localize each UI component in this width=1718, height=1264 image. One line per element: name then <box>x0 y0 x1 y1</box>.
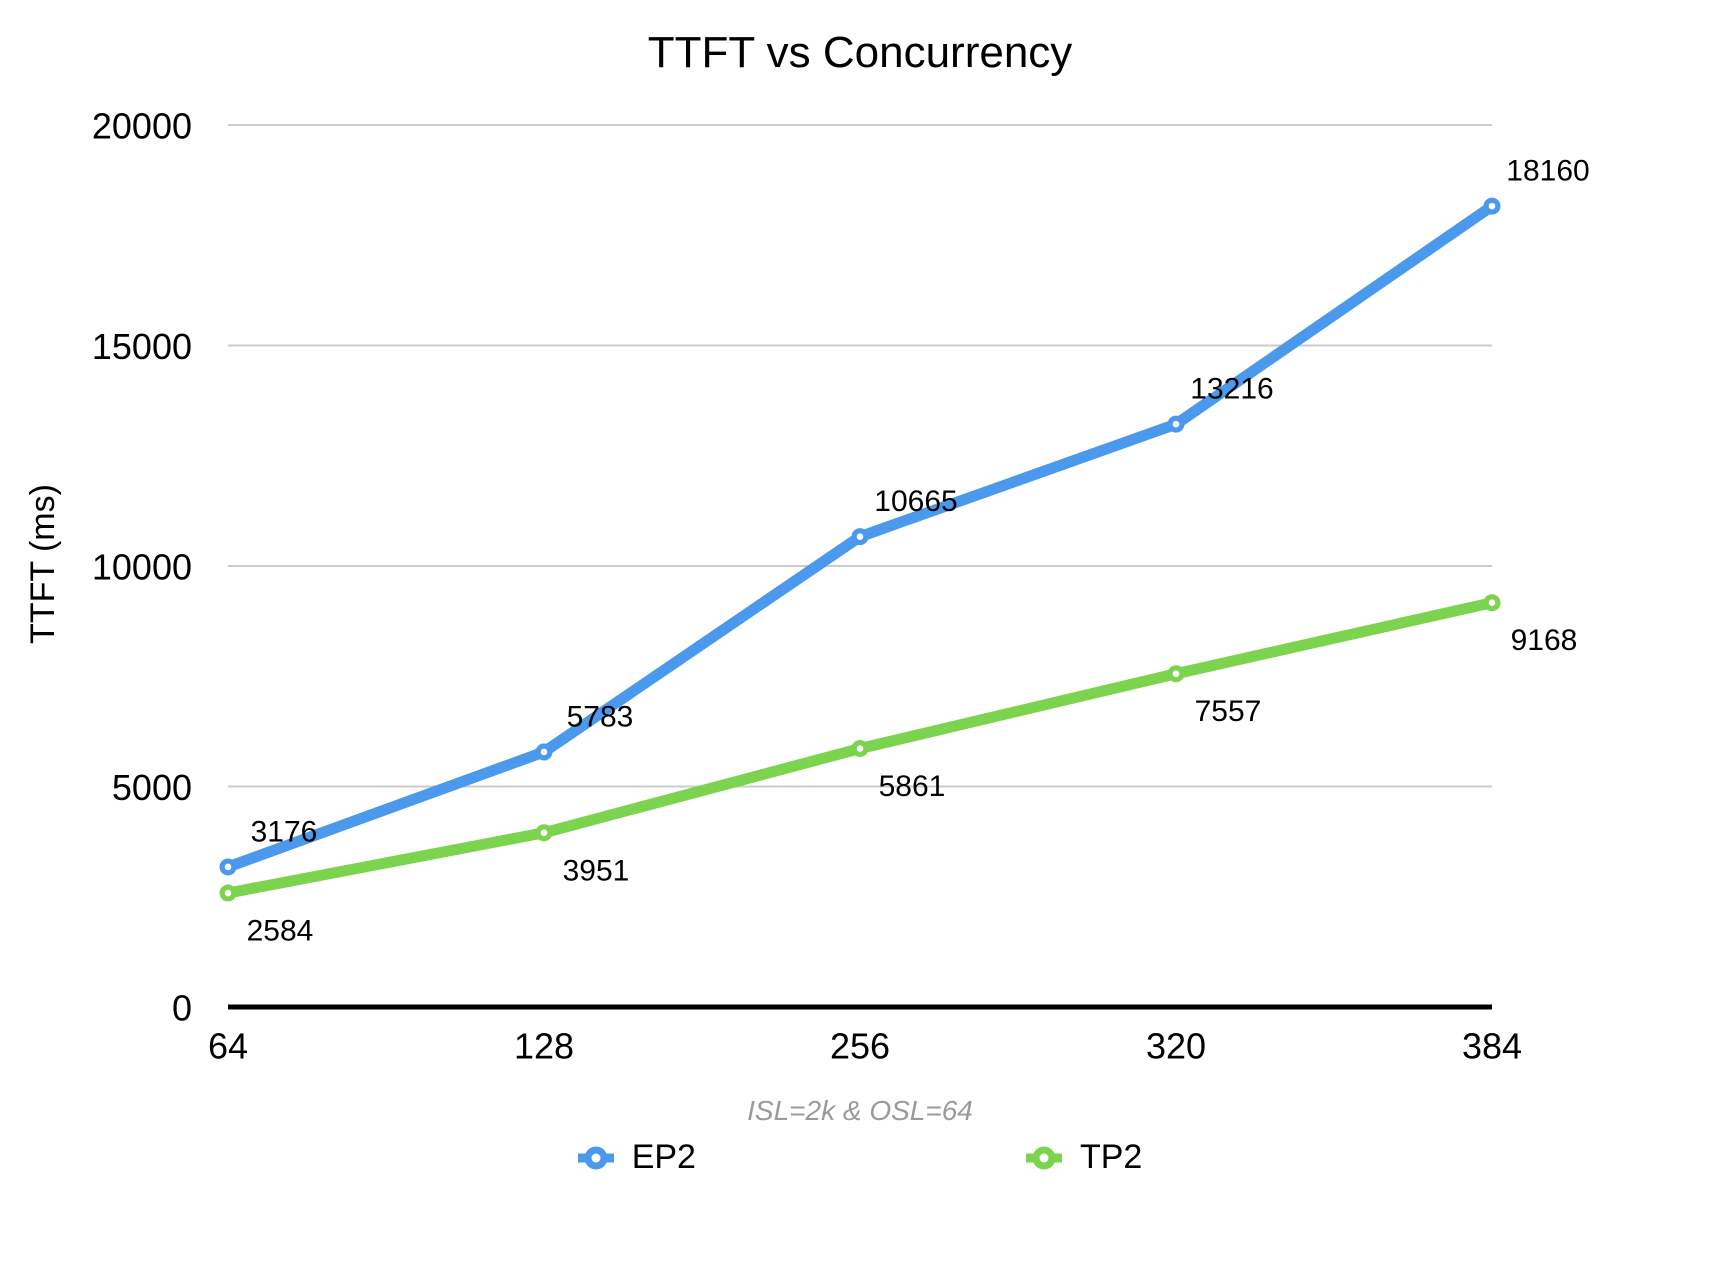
data-point-marker-hole <box>224 863 232 871</box>
x-tick-label: 320 <box>1146 1026 1206 1067</box>
data-point-marker-hole <box>1172 420 1180 428</box>
data-label-tp2: 3951 <box>563 854 630 887</box>
data-label-ep2: 3176 <box>251 815 318 848</box>
data-point-marker-hole <box>1488 202 1496 210</box>
data-label-tp2: 7557 <box>1195 695 1262 728</box>
data-point-marker-hole <box>1488 599 1496 606</box>
data-label-ep2: 10665 <box>874 485 957 518</box>
legend-item-tp2: TP2 <box>1025 1138 1143 1177</box>
legend-label-ep2: EP2 <box>631 1138 696 1176</box>
data-label-tp2: 2584 <box>247 915 314 948</box>
data-point-marker-hole <box>540 748 548 756</box>
ep2-series-marker-icon <box>577 1146 614 1169</box>
chart-title: TTFT vs Concurrency <box>647 28 1073 77</box>
legend-item-ep2: EP2 <box>577 1138 696 1177</box>
data-label-ep2: 13216 <box>1190 373 1273 406</box>
data-point-marker-hole <box>856 745 864 752</box>
y-tick-label: 10000 <box>92 547 192 588</box>
data-label-tp2: 9168 <box>1511 624 1578 657</box>
y-tick-label: 5000 <box>112 767 192 808</box>
data-point-marker-hole <box>540 829 548 837</box>
data-point-marker-hole <box>224 889 232 897</box>
tp2-series-marker-icon <box>1025 1146 1062 1169</box>
data-point-marker-hole <box>856 533 864 540</box>
x-tick-label: 384 <box>1462 1026 1522 1067</box>
data-label-tp2: 5861 <box>879 770 946 803</box>
x-axis-note: ISL=2k & OSL=64 <box>747 1095 973 1126</box>
legend: EP2 TP2 <box>228 1138 1492 1177</box>
legend-label-tp2: TP2 <box>1079 1138 1143 1176</box>
x-tick-label: 64 <box>208 1026 248 1067</box>
data-label-ep2: 18160 <box>1506 155 1589 188</box>
data-label-ep2: 5783 <box>567 700 634 733</box>
y-tick-label: 15000 <box>92 326 192 367</box>
y-tick-label: 20000 <box>92 106 192 147</box>
data-point-marker-hole <box>1172 670 1180 678</box>
x-tick-label: 128 <box>514 1026 574 1067</box>
y-tick-label: 0 <box>172 988 192 1029</box>
x-tick-label: 256 <box>830 1026 890 1067</box>
